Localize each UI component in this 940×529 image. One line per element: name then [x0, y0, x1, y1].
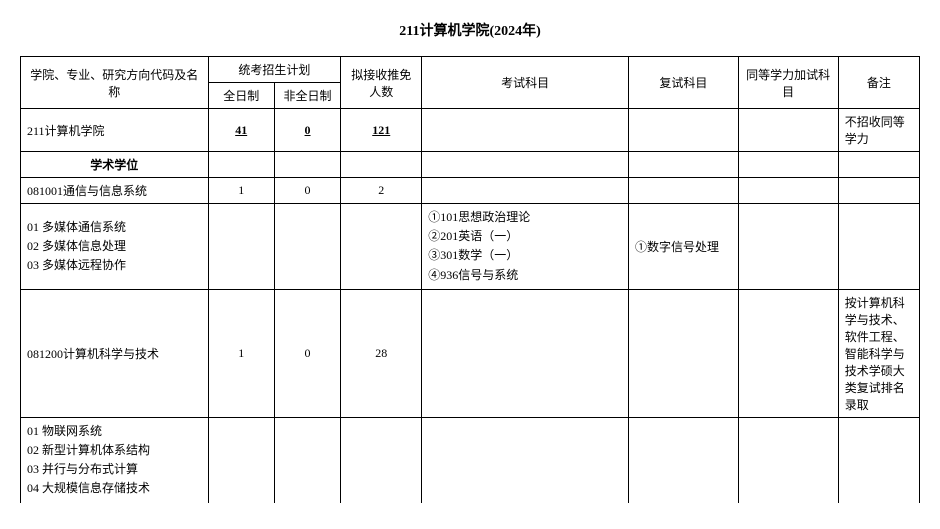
cell-equal [738, 178, 838, 204]
cell-name: 01 物联网系统 02 新型计算机体系结构 03 并行与分布式计算 04 大规模… [21, 417, 209, 502]
table-row: 211计算机学院 41 0 121 不招收同等学力 [21, 109, 920, 152]
cell-pt: 0 [274, 178, 340, 204]
direction-line: 01 物联网系统 [27, 422, 202, 441]
cell-pt: 0 [274, 289, 340, 417]
cell-ft [208, 204, 274, 290]
cell-rec: 2 [341, 178, 422, 204]
direction-line: 03 多媒体远程协作 [27, 256, 202, 275]
cell-remark [838, 204, 919, 290]
table-row: 01 物联网系统 02 新型计算机体系结构 03 并行与分布式计算 04 大规模… [21, 417, 920, 502]
table-row: 01 多媒体通信系统 02 多媒体信息处理 03 多媒体远程协作 ①101思想政… [21, 204, 920, 290]
cell-ft: 1 [208, 178, 274, 204]
cell-exam: ①101思想政治理论 ②201英语（一） ③301数学（一） ④936信号与系统 [422, 204, 629, 290]
cell-pt [274, 417, 340, 502]
table-row: 081200计算机科学与技术 1 0 28 按计算机科学与技术、软件工程、智能科… [21, 289, 920, 417]
th-remark: 备注 [838, 57, 919, 109]
th-parttime: 非全日制 [274, 83, 340, 109]
admissions-table: 学院、专业、研究方向代码及名称 统考招生计划 拟接收推免人数 考试科目 复试科目… [20, 56, 920, 503]
th-exam: 考试科目 [422, 57, 629, 109]
cell-rec [341, 204, 422, 290]
direction-line: 04 大规模信息存储技术 [27, 479, 202, 498]
cell-retest [629, 289, 739, 417]
cell-rec [341, 417, 422, 502]
cell-rec: 28 [341, 289, 422, 417]
cell-remark: 不招收同等学力 [838, 109, 919, 152]
cell-ft: 1 [208, 289, 274, 417]
cell-exam [422, 152, 629, 178]
th-name: 学院、专业、研究方向代码及名称 [21, 57, 209, 109]
exam-line: ④936信号与系统 [428, 266, 622, 285]
page-title: 211计算机学院(2024年) [20, 20, 920, 40]
cell-retest [629, 178, 739, 204]
cell-equal [738, 289, 838, 417]
cell-remark: 按计算机科学与技术、软件工程、智能科学与技术学硕大类复试排名录取 [838, 289, 919, 417]
cell-rec: 121 [341, 109, 422, 152]
cell-exam [422, 417, 629, 502]
direction-line: 01 多媒体通信系统 [27, 218, 202, 237]
cell-pt [274, 152, 340, 178]
cell-retest [629, 417, 739, 502]
cell-name: 081200计算机科学与技术 [21, 289, 209, 417]
cell-equal [738, 152, 838, 178]
cell-ft [208, 152, 274, 178]
cell-exam [422, 178, 629, 204]
cell-remark [838, 178, 919, 204]
cell-name: 081001通信与信息系统 [21, 178, 209, 204]
exam-line: ②201英语（一） [428, 227, 622, 246]
cell-pt [274, 204, 340, 290]
th-fulltime: 全日制 [208, 83, 274, 109]
th-recommend: 拟接收推免人数 [341, 57, 422, 109]
cell-retest [629, 109, 739, 152]
table-row: 081001通信与信息系统 1 0 2 [21, 178, 920, 204]
table-row: 学术学位 [21, 152, 920, 178]
cell-equal [738, 417, 838, 502]
cell-name: 01 多媒体通信系统 02 多媒体信息处理 03 多媒体远程协作 [21, 204, 209, 290]
cell-ft: 41 [208, 109, 274, 152]
cell-remark [838, 152, 919, 178]
cell-equal [738, 204, 838, 290]
cell-ft [208, 417, 274, 502]
th-retest: 复试科目 [629, 57, 739, 109]
direction-line: 02 多媒体信息处理 [27, 237, 202, 256]
cell-retest: ①数字信号处理 [629, 204, 739, 290]
direction-line: 02 新型计算机体系结构 [27, 441, 202, 460]
cell-exam [422, 289, 629, 417]
cell-name: 211计算机学院 [21, 109, 209, 152]
th-plan-group: 统考招生计划 [208, 57, 341, 83]
cell-remark [838, 417, 919, 502]
exam-line: ①101思想政治理论 [428, 208, 622, 227]
cell-section: 学术学位 [21, 152, 209, 178]
direction-line: 03 并行与分布式计算 [27, 460, 202, 479]
cell-pt: 0 [274, 109, 340, 152]
th-equal: 同等学力加试科目 [738, 57, 838, 109]
exam-line: ③301数学（一） [428, 246, 622, 265]
cell-equal [738, 109, 838, 152]
cell-exam [422, 109, 629, 152]
cell-retest [629, 152, 739, 178]
cell-rec [341, 152, 422, 178]
